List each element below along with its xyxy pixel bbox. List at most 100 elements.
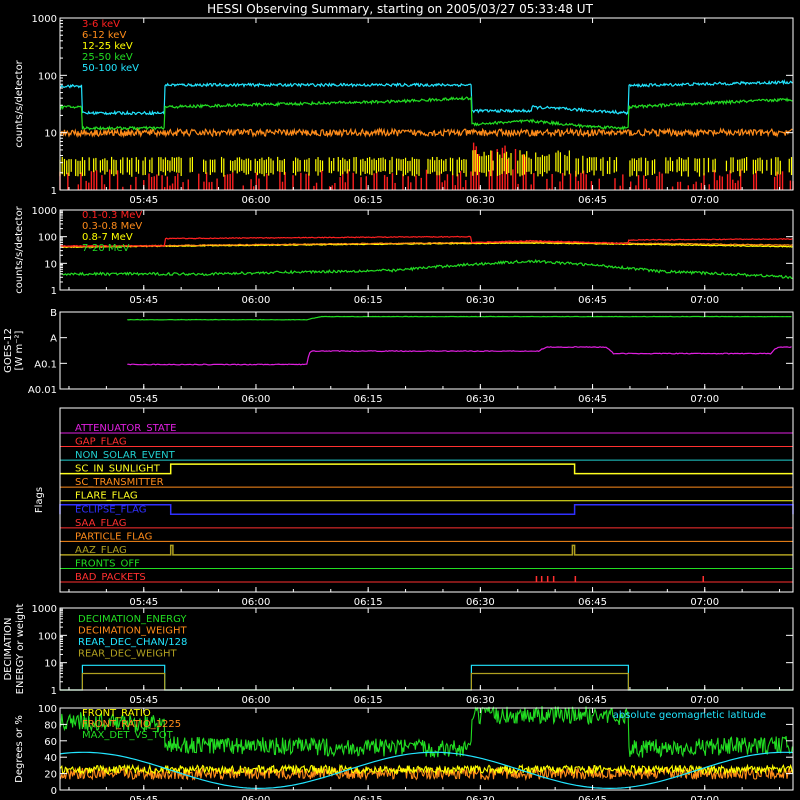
y-tick-label: 80 <box>44 720 57 731</box>
x-tick-label: 05:45 <box>129 795 158 800</box>
y-tick-label: 20 <box>44 770 57 781</box>
y-tick-label: 1 <box>51 686 57 697</box>
y-axis-label: counts/s/detector <box>14 205 25 293</box>
x-tick-label: 06:15 <box>354 597 383 608</box>
x-tick-label: 05:45 <box>129 695 158 706</box>
x-tick-label: 06:30 <box>466 795 495 800</box>
panel-lightcurve-high: 05:45 06:00 06:15 06:30 06:45 07:00 1 10 100 1000… <box>14 205 794 306</box>
x-tick-label: 05:45 <box>129 195 158 206</box>
y-tick-label: 10 <box>44 259 57 270</box>
series-line-2 <box>59 706 793 758</box>
legend-entry: absolute geomagnetic latitude <box>613 710 766 721</box>
legend-entry: 3-6 keV <box>82 19 120 30</box>
x-tick-label: 06:15 <box>354 394 383 405</box>
series-3-6-kev <box>59 142 794 190</box>
legend-entry: 50-100 keV <box>82 63 139 74</box>
x-tick-label: 07:00 <box>690 195 719 206</box>
flag-line <box>60 463 793 475</box>
x-tick-label: 06:15 <box>354 795 383 800</box>
y-axis-label: DECIMATION <box>3 617 14 680</box>
flag-label: AAZ_FLAG <box>75 545 127 556</box>
y-tick-label: 100 <box>38 71 57 82</box>
series-line-3 <box>59 235 793 247</box>
panel-frame <box>59 17 794 191</box>
x-tick-label: 06:45 <box>578 597 607 608</box>
legend-entry: DECIMATION_WEIGHT <box>78 626 187 637</box>
flag-label: FLARE_FLAG <box>75 491 138 502</box>
legend-entry: REAR_DEC_WEIGHT <box>78 649 177 660</box>
series-line-0 <box>59 79 793 116</box>
x-tick-label: 06:15 <box>354 695 383 706</box>
flag-label: GAP_FLAG <box>75 437 127 448</box>
x-tick-label: 06:30 <box>466 695 495 706</box>
x-tick-label: 06:00 <box>242 394 271 405</box>
y-tick-label: 40 <box>44 753 57 764</box>
legend-entry: 6-12 keV <box>82 30 126 41</box>
panels: 05:45 06:00 06:15 06:30 06:45 07:001101001000… <box>3 14 794 800</box>
panel-frame <box>59 607 794 691</box>
x-tick-label: 05:45 <box>129 394 158 405</box>
panel-decimation: 05:45 06:00 06:15 06:30 06:45 07:00 1 10 100 1000… <box>3 604 794 706</box>
panel-goes: 05:45 06:00 06:15 06:30 06:45 07:00 B A A0.1 A0.0… <box>3 308 794 405</box>
x-tick-label: 05:45 <box>129 597 158 608</box>
series-line-1 <box>127 346 792 366</box>
y-tick-label: 100 <box>38 631 57 642</box>
legend-entry: 0.1-0.3 MeV <box>82 210 142 221</box>
y-axis-unit: [W m⁻²] <box>14 330 25 370</box>
panel-frame <box>59 311 794 390</box>
legend-entry: 25-50 keV <box>82 52 133 63</box>
legend-entry: DECIMATION_ENERGY <box>78 614 187 625</box>
y-tick-label: 0 <box>51 786 57 797</box>
y-tick-label: 100 <box>38 233 57 244</box>
series-line-1 <box>59 763 793 776</box>
panel-frame <box>59 707 794 791</box>
x-tick-label: 06:00 <box>242 597 271 608</box>
y-tick-label: A <box>50 334 57 345</box>
legend-entry: FRONT_RATIO_1225 <box>82 719 181 730</box>
flag-line <box>59 504 794 516</box>
y-tick-label: 1000 <box>32 14 57 25</box>
series-line-0 <box>127 315 792 321</box>
flag-label: BAD_PACKETS <box>75 572 146 583</box>
x-tick-label: 06:30 <box>466 195 495 206</box>
panel-lightcurve-low: 05:45 06:00 06:15 06:30 06:45 07:00 1 10 100 1000… <box>14 14 794 206</box>
y-tick-label: 1000 <box>32 604 57 615</box>
x-tick-label: 07:00 <box>690 795 719 800</box>
series-line-latitude <box>59 751 794 790</box>
series-line-1 <box>59 95 793 131</box>
x-tick-label: 06:45 <box>578 795 607 800</box>
panel-frame <box>59 209 794 291</box>
x-tick-label: 07:00 <box>690 295 719 306</box>
y-tick-label: 60 <box>44 737 57 748</box>
x-tick-label: 06:30 <box>466 295 495 306</box>
legend-entry: 0.3-0.8 MeV <box>82 221 142 232</box>
y-axis-label: GOES-12 <box>3 328 14 373</box>
series-line-2 <box>59 241 793 248</box>
flag-label: SC_TRANSMITTER <box>75 477 164 488</box>
legend-entry: REAR_DEC_CHAN/128 <box>78 637 187 648</box>
flag-label: SC_IN_SUNLIGHT <box>75 464 161 475</box>
legend-entry: 7-20 MeV <box>82 243 130 254</box>
series-line-0 <box>59 258 793 280</box>
x-tick-label: 06:45 <box>578 195 607 206</box>
x-tick-label: 06:30 <box>466 394 495 405</box>
y-tick-label: 1 <box>51 286 57 297</box>
y-tick-label: 100 <box>38 704 57 715</box>
flag-label: PARTICLE_FLAG <box>75 531 152 542</box>
x-tick-label: 07:00 <box>690 394 719 405</box>
panel-flags: ATTENUATOR_STATE GAP_FLAG NON_SOLAR_EVENT S… <box>34 407 794 608</box>
y-tick-label: 10 <box>44 659 57 670</box>
x-tick-label: 06:30 <box>466 597 495 608</box>
y-axis-label: ENERGY or weight <box>15 604 26 695</box>
y-tick-label: 1 <box>51 186 57 197</box>
flag-label: FRONTS_OFF <box>75 558 140 569</box>
flag-label: ATTENUATOR_STATE <box>75 423 176 434</box>
y-axis-label: Flags <box>34 487 45 513</box>
y-tick-label: 1000 <box>32 206 57 217</box>
legend-entry: 0.8-7 MeV <box>82 232 133 243</box>
y-axis-label: counts/s/detector <box>14 59 25 147</box>
legend-entry: FRONT_RATIO <box>82 708 151 719</box>
x-tick-label: 05:45 <box>129 295 158 306</box>
legend-entry: 12-25 keV <box>82 41 133 52</box>
